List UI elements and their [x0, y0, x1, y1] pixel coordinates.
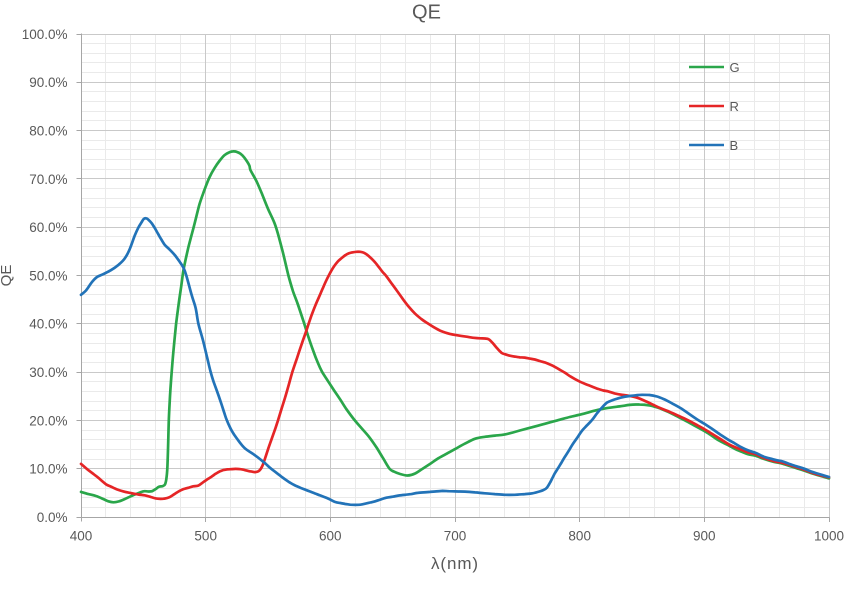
svg-text:50.0%: 50.0%	[29, 268, 67, 283]
svg-text:600: 600	[319, 529, 342, 544]
svg-text:1000: 1000	[814, 529, 844, 544]
svg-text:100.0%: 100.0%	[22, 27, 68, 42]
svg-text:700: 700	[444, 529, 467, 544]
svg-text:30.0%: 30.0%	[29, 365, 67, 380]
svg-text:400: 400	[70, 529, 93, 544]
svg-text:λ(nm): λ(nm)	[431, 554, 479, 573]
svg-text:80.0%: 80.0%	[29, 124, 67, 139]
svg-text:20.0%: 20.0%	[29, 413, 67, 428]
svg-text:B: B	[730, 138, 739, 153]
svg-text:60.0%: 60.0%	[29, 220, 67, 235]
svg-text:90.0%: 90.0%	[29, 75, 67, 90]
svg-text:70.0%: 70.0%	[29, 172, 67, 187]
svg-text:QE: QE	[412, 2, 441, 24]
svg-text:900: 900	[693, 529, 716, 544]
svg-text:0.0%: 0.0%	[37, 510, 68, 525]
svg-text:40.0%: 40.0%	[29, 317, 67, 332]
svg-text:G: G	[730, 60, 740, 75]
svg-text:QE: QE	[0, 265, 15, 287]
svg-text:500: 500	[194, 529, 217, 544]
svg-text:R: R	[730, 99, 739, 114]
svg-text:800: 800	[568, 529, 591, 544]
svg-text:10.0%: 10.0%	[29, 462, 67, 477]
